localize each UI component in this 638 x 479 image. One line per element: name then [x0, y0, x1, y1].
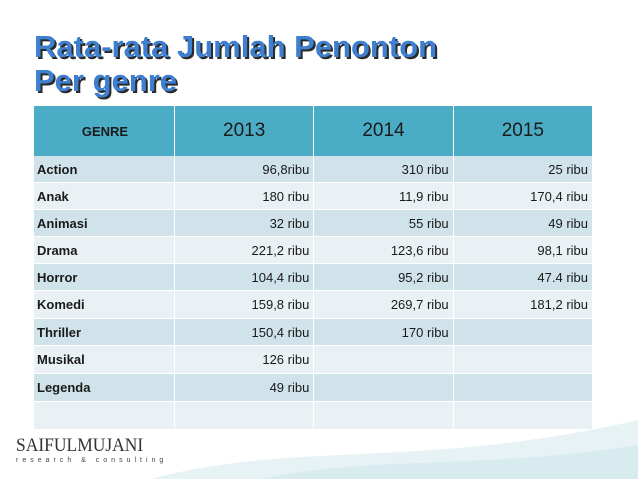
cell-2014: 95,2 ribu [313, 263, 454, 291]
cell-2013: 180 ribu [174, 182, 315, 210]
cell-2015: 98,1 ribu [453, 236, 594, 264]
table-row [34, 401, 594, 430]
header-genre: GENRE [34, 106, 175, 156]
cell-2013: 221,2 ribu [174, 236, 315, 264]
cell-2013: 150,4 ribu [174, 318, 315, 346]
cell-genre: Thriller [34, 318, 175, 346]
table-row: Anak 180 ribu 11,9 ribu 170,4 ribu [34, 182, 594, 210]
cell-2013: 126 ribu [174, 345, 315, 374]
cell-2015: 49 ribu [453, 209, 594, 237]
cell-2013: 32 ribu [174, 209, 315, 237]
cell-2014: 11,9 ribu [313, 182, 454, 210]
cell-2014 [313, 401, 454, 430]
cell-2014: 170 ribu [313, 318, 454, 346]
cell-genre: Legenda [34, 373, 175, 402]
cell-genre: Musikal [34, 345, 175, 374]
table-row: Horror 104,4 ribu 95,2 ribu 47.4 ribu [34, 263, 594, 291]
cell-2015: 170,4 ribu [453, 182, 594, 210]
table-header-row: GENRE 2013 2014 2015 [34, 106, 594, 156]
cell-genre [34, 401, 175, 430]
cell-genre: Anak [34, 182, 175, 210]
table-row: Animasi 32 ribu 55 ribu 49 ribu [34, 209, 594, 237]
table-row: Musikal 126 ribu [34, 345, 594, 374]
cell-2013: 96,8ribu [174, 156, 315, 183]
header-2015: 2015 [453, 106, 594, 156]
cell-genre: Action [34, 156, 175, 183]
slide-title: Rata-rata Jumlah Penonton Per genre [34, 30, 437, 98]
table-row: Action 96,8ribu 310 ribu 25 ribu [34, 156, 594, 183]
logo-tagline: research & consulting [16, 457, 168, 464]
slide-title-line2: Per genre [34, 63, 178, 98]
cell-2014: 55 ribu [313, 209, 454, 237]
saifulmujani-logo: SAIFULMUJANI research & consulting [16, 435, 168, 465]
cell-genre: Komedi [34, 290, 175, 319]
cell-2015: 25 ribu [453, 156, 594, 183]
cell-2014: 269,7 ribu [313, 290, 454, 319]
cell-2015: 181,2 ribu [453, 290, 594, 319]
table-row: Komedi 159,8 ribu 269,7 ribu 181,2 ribu [34, 290, 594, 319]
header-2013: 2013 [174, 106, 315, 156]
cell-2015 [453, 401, 594, 430]
cell-2013: 159,8 ribu [174, 290, 315, 319]
cell-2013 [174, 401, 315, 430]
cell-2014: 123,6 ribu [313, 236, 454, 264]
cell-genre: Horror [34, 263, 175, 291]
slide-title-line1: Rata-rata Jumlah Penonton [34, 29, 438, 64]
table-row: Legenda 49 ribu [34, 373, 594, 402]
logo-name: SAIFULMUJANI [16, 435, 144, 456]
cell-genre: Animasi [34, 209, 175, 237]
cell-2014 [313, 345, 454, 374]
cell-2015 [453, 318, 594, 346]
header-2014: 2014 [313, 106, 454, 156]
table-row: Drama 221,2 ribu 123,6 ribu 98,1 ribu [34, 236, 594, 264]
cell-2015: 47.4 ribu [453, 263, 594, 291]
table-row: Thriller 150,4 ribu 170 ribu [34, 318, 594, 346]
cell-genre: Drama [34, 236, 175, 264]
cell-2014: 310 ribu [313, 156, 454, 183]
genre-audience-table: GENRE 2013 2014 2015 Action 96,8ribu 310… [34, 106, 594, 430]
cell-2015 [453, 373, 594, 402]
cell-2014 [313, 373, 454, 402]
cell-2013: 49 ribu [174, 373, 315, 402]
cell-2013: 104,4 ribu [174, 263, 315, 291]
cell-2015 [453, 345, 594, 374]
